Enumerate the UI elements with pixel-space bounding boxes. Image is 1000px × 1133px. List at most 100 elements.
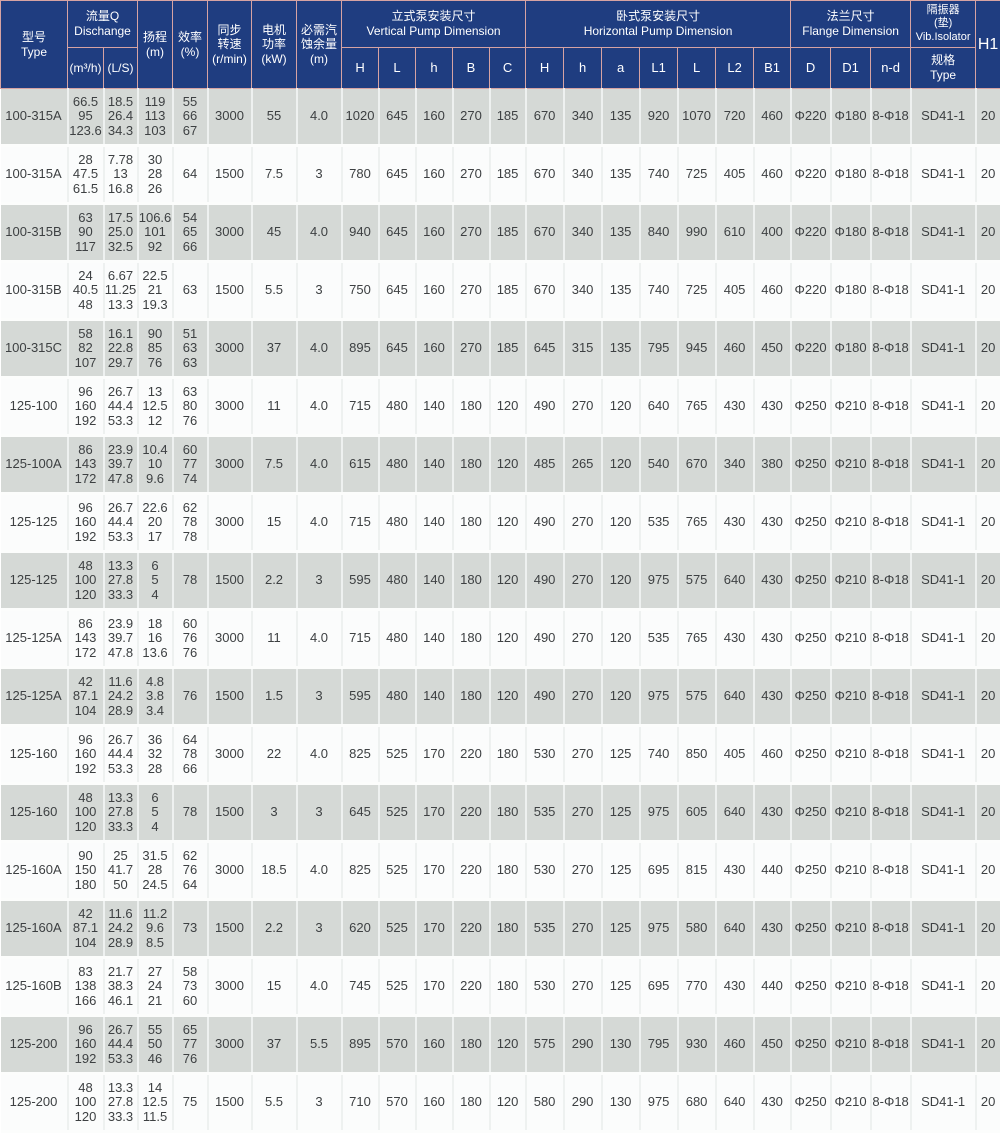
value-cell: 180 (490, 842, 526, 900)
value-cell: 610 (716, 204, 754, 262)
value-cell: 535 (526, 900, 564, 958)
value-cell: 17.5 25.0 32.5 (104, 204, 138, 262)
value-cell: 270 (453, 204, 490, 262)
value-cell: 8-Φ18 (871, 436, 911, 494)
value-cell: 31.5 28 24.5 (138, 842, 173, 900)
value-cell: 265 (564, 436, 602, 494)
value-cell: 430 (754, 494, 791, 552)
value-cell: 11 (252, 378, 297, 436)
value-cell: 160 (416, 1016, 453, 1074)
value-cell: 170 (416, 958, 453, 1016)
value-cell: 14 12.5 11.5 (138, 1074, 173, 1132)
value-cell: 605 (678, 784, 716, 842)
value-cell: 120 (490, 494, 526, 552)
value-cell: 645 (379, 320, 416, 378)
value-cell: 715 (342, 610, 379, 668)
value-cell: 695 (640, 958, 678, 1016)
col-header-type: 型号 Type (1, 1, 68, 89)
value-cell: Φ210 (831, 1016, 871, 1074)
value-cell: 485 (526, 436, 564, 494)
pump-type-cell: 125-100 (1, 378, 68, 436)
value-cell: 575 (678, 668, 716, 726)
value-cell: 725 (678, 262, 716, 320)
value-cell: Φ210 (831, 436, 871, 494)
value-cell: 480 (379, 552, 416, 610)
value-cell: 220 (453, 900, 490, 958)
value-cell: 125 (602, 900, 640, 958)
value-cell: SD41-1 (911, 1074, 976, 1132)
value-cell: 64 78 66 (173, 726, 208, 784)
value-cell: 430 (754, 610, 791, 668)
value-cell: 750 (342, 262, 379, 320)
value-cell: 5.5 (252, 1074, 297, 1132)
value-cell: 430 (716, 610, 754, 668)
value-cell: 160 (416, 146, 453, 204)
value-cell: 795 (640, 320, 678, 378)
value-cell: 120 (490, 436, 526, 494)
value-cell: 42 87.1 104 (68, 900, 104, 958)
value-cell: 7.5 (252, 436, 297, 494)
value-cell: 640 (716, 1074, 754, 1132)
value-cell: 405 (716, 146, 754, 204)
value-cell: 25 41.7 50 (104, 842, 138, 900)
value-cell: 340 (716, 436, 754, 494)
value-cell: 180 (453, 668, 490, 726)
value-cell: 4.0 (297, 436, 342, 494)
col-header-vert-B: B (453, 48, 490, 89)
value-cell: 20 (976, 320, 1000, 378)
col-header-horiz-a: a (602, 48, 640, 89)
value-cell: 430 (754, 1074, 791, 1132)
value-cell: 11 (252, 610, 297, 668)
value-cell: 130 (602, 1074, 640, 1132)
value-cell: 3000 (208, 842, 252, 900)
value-cell: 430 (754, 378, 791, 436)
col-header-horiz-H: H (526, 48, 564, 89)
value-cell: 430 (716, 494, 754, 552)
value-cell: 220 (453, 842, 490, 900)
value-cell: Φ220 (791, 204, 831, 262)
value-cell: 4.0 (297, 378, 342, 436)
value-cell: 66.5 95 123.6 (68, 89, 104, 146)
col-group-flange-dimension: 法兰尺寸 Flange Dimension (791, 1, 911, 48)
value-cell: 270 (564, 842, 602, 900)
value-cell: 745 (342, 958, 379, 1016)
value-cell: 185 (490, 320, 526, 378)
value-cell: 490 (526, 610, 564, 668)
value-cell: 1500 (208, 784, 252, 842)
value-cell: 535 (526, 784, 564, 842)
value-cell: 160 (416, 320, 453, 378)
value-cell: 20 (976, 262, 1000, 320)
value-cell: Φ220 (791, 320, 831, 378)
value-cell: 3 (297, 262, 342, 320)
value-cell: 270 (453, 89, 490, 146)
value-cell: 11.2 9.6 8.5 (138, 900, 173, 958)
value-cell: Φ250 (791, 552, 831, 610)
value-cell: 135 (602, 320, 640, 378)
value-cell: 15 (252, 494, 297, 552)
value-cell: 8-Φ18 (871, 262, 911, 320)
value-cell: SD41-1 (911, 900, 976, 958)
value-cell: 20 (976, 842, 1000, 900)
value-cell: 63 90 117 (68, 204, 104, 262)
value-cell: 290 (564, 1074, 602, 1132)
value-cell: 670 (526, 204, 564, 262)
value-cell: 270 (453, 262, 490, 320)
value-cell: 715 (342, 494, 379, 552)
value-cell: Φ180 (831, 146, 871, 204)
value-cell: 640 (716, 552, 754, 610)
value-cell: Φ210 (831, 784, 871, 842)
value-cell: 525 (379, 784, 416, 842)
value-cell: 3 (297, 900, 342, 958)
pump-type-cell: 100-315A (1, 146, 68, 204)
value-cell: 7.78 13 16.8 (104, 146, 138, 204)
value-cell: 975 (640, 784, 678, 842)
col-header-flange-nd: n-d (871, 48, 911, 89)
value-cell: 54 65 66 (173, 204, 208, 262)
